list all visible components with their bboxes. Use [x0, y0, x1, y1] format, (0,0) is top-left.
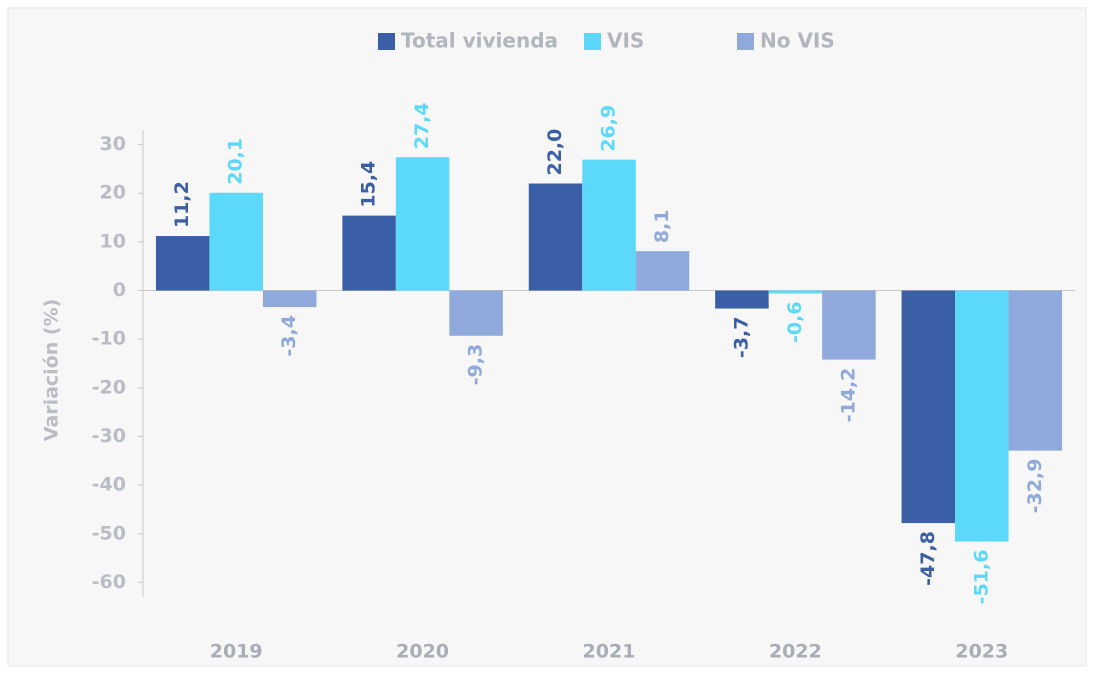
data-label: 26,9 — [598, 105, 620, 152]
data-label: -47,8 — [917, 531, 939, 586]
bar — [582, 159, 636, 291]
bar — [395, 157, 450, 291]
bar — [528, 183, 583, 291]
legend-swatch — [584, 33, 601, 50]
y-tick-label: 20 — [100, 182, 126, 204]
data-label: -14,2 — [837, 368, 859, 423]
y-tick-label: -20 — [92, 376, 126, 398]
data-label: 8,1 — [651, 209, 673, 243]
bar — [635, 251, 690, 291]
data-label: -3,4 — [278, 315, 300, 357]
y-tick-label: -10 — [92, 328, 126, 350]
y-tick-label: -60 — [92, 571, 126, 593]
data-label: -51,6 — [970, 550, 992, 605]
bar — [822, 290, 876, 360]
legend-label: No VIS — [760, 29, 835, 53]
y-tick-label: 0 — [113, 279, 126, 301]
x-tick-label: 2019 — [210, 641, 263, 663]
bar — [715, 290, 769, 309]
bar — [342, 215, 396, 291]
y-tick-label: 10 — [100, 230, 126, 252]
data-label: 20,1 — [225, 138, 247, 185]
data-label: 22,0 — [544, 129, 566, 176]
bar — [1008, 290, 1063, 451]
x-tick-label: 2022 — [769, 641, 822, 663]
legend-label: VIS — [607, 29, 644, 53]
y-tick-label: -40 — [92, 474, 126, 496]
y-tick-label: 30 — [100, 133, 126, 155]
data-label: 27,4 — [411, 102, 433, 149]
x-tick-label: 2021 — [583, 641, 636, 663]
bar — [768, 290, 823, 294]
bar — [901, 290, 956, 524]
x-tick-label: 2023 — [955, 641, 1008, 663]
data-label: 15,4 — [358, 161, 380, 208]
data-label: -0,6 — [784, 301, 806, 343]
legend-label: Total vivienda — [401, 29, 558, 53]
bar — [209, 192, 263, 291]
data-label: 11,2 — [171, 181, 193, 228]
bar — [155, 236, 210, 291]
data-label: -9,3 — [465, 344, 487, 386]
bar — [955, 290, 1009, 542]
x-tick-label: 2020 — [396, 641, 449, 663]
y-axis-label: Variación (%) — [41, 299, 63, 442]
y-tick-label: -30 — [92, 425, 126, 447]
legend-swatch — [737, 33, 754, 50]
data-label: -32,9 — [1024, 459, 1046, 514]
y-tick-label: -50 — [92, 522, 126, 544]
legend-swatch — [378, 33, 395, 50]
bar — [262, 290, 317, 308]
bar — [449, 290, 503, 336]
data-label: -3,7 — [730, 317, 752, 359]
